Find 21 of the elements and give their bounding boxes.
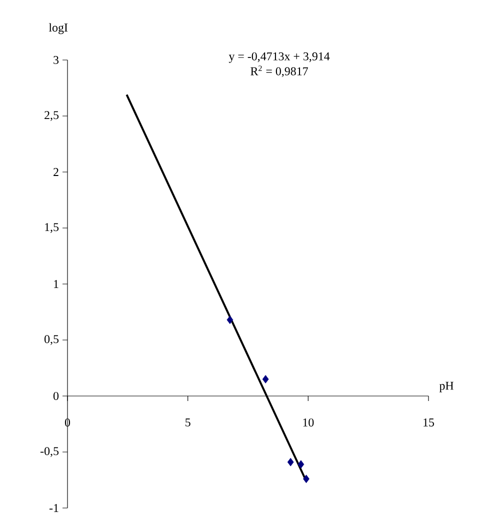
point — [303, 474, 310, 484]
x-tick-label: 15 — [424, 418, 434, 426]
x-tick-label: 10 — [303, 418, 314, 427]
point — [298, 460, 304, 469]
y-tick-label: 1,5 — [45, 223, 59, 233]
y-tick-label: 0,5 — [44, 335, 59, 345]
annotation: y = -0,4713x + 3,914 — [228, 52, 330, 63]
y-tick-label: -1 — [49, 504, 58, 512]
annotation: R$^{2}$ = 0,9817 — [250, 66, 308, 78]
x-axis-title: pH — [439, 382, 454, 392]
point — [226, 316, 234, 324]
point — [262, 375, 269, 384]
point — [287, 458, 294, 466]
y-tick-label: 2 — [54, 168, 58, 176]
y-tick-label: 2,5 — [44, 111, 59, 121]
y-axis-title: logI — [48, 23, 68, 34]
y-tick-label: 0 — [53, 392, 59, 400]
y-tick-label: 1 — [54, 280, 58, 288]
y-tick-label: 3 — [54, 56, 59, 64]
x-tick-label: 5 — [186, 418, 190, 426]
y-tick-label: -0,5 — [40, 447, 59, 457]
